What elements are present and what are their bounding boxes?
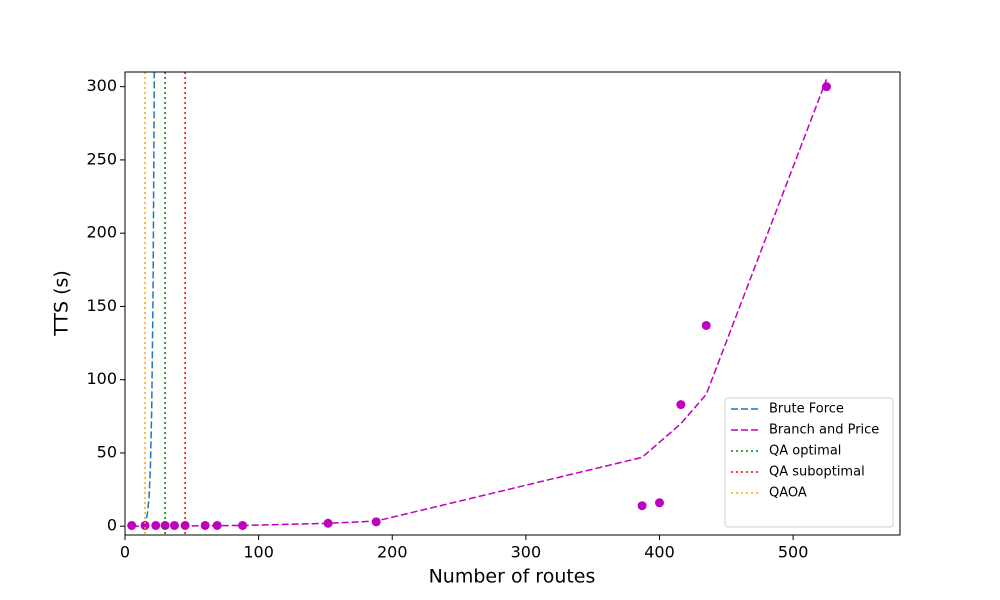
data-point bbox=[169, 520, 179, 530]
legend-label: Brute Force bbox=[769, 402, 844, 417]
data-point bbox=[200, 520, 210, 530]
data-point bbox=[676, 400, 686, 410]
x-tick-label: 300 bbox=[511, 543, 542, 562]
x-tick-label: 200 bbox=[377, 543, 408, 562]
y-tick-label: 100 bbox=[86, 369, 117, 388]
data-point bbox=[701, 320, 711, 330]
data-point bbox=[140, 520, 150, 530]
data-point bbox=[180, 520, 190, 530]
y-tick-label: 0 bbox=[107, 516, 117, 535]
data-point bbox=[371, 517, 381, 527]
x-tick-label: 100 bbox=[243, 543, 274, 562]
y-tick-label: 250 bbox=[86, 149, 117, 168]
data-point bbox=[654, 498, 664, 508]
legend-label: QAOA bbox=[769, 486, 807, 501]
legend-label: QA optimal bbox=[769, 444, 841, 459]
legend-label: QA suboptimal bbox=[769, 465, 865, 480]
data-point bbox=[323, 518, 333, 528]
y-tick-label: 50 bbox=[97, 442, 117, 461]
plot-area bbox=[127, 72, 832, 535]
x-axis-label: Number of routes bbox=[429, 566, 596, 588]
data-point bbox=[127, 520, 137, 530]
data-point bbox=[637, 501, 647, 511]
data-point bbox=[160, 520, 170, 530]
x-tick-label: 400 bbox=[644, 543, 675, 562]
y-tick-label: 150 bbox=[86, 296, 117, 315]
data-point bbox=[151, 520, 161, 530]
data-point bbox=[822, 82, 832, 92]
y-tick-label: 200 bbox=[86, 223, 117, 242]
plot-frame bbox=[124, 71, 901, 536]
data-point bbox=[212, 520, 222, 530]
series-line bbox=[131, 79, 828, 527]
legend-box bbox=[724, 397, 894, 528]
data-point bbox=[238, 520, 248, 530]
y-tick-label: 300 bbox=[86, 76, 117, 95]
legend-label: Branch and Price bbox=[769, 423, 879, 438]
y-axis-label: TTS (s) bbox=[51, 270, 73, 337]
x-tick-label: 0 bbox=[120, 543, 130, 562]
x-tick-label: 500 bbox=[778, 543, 809, 562]
